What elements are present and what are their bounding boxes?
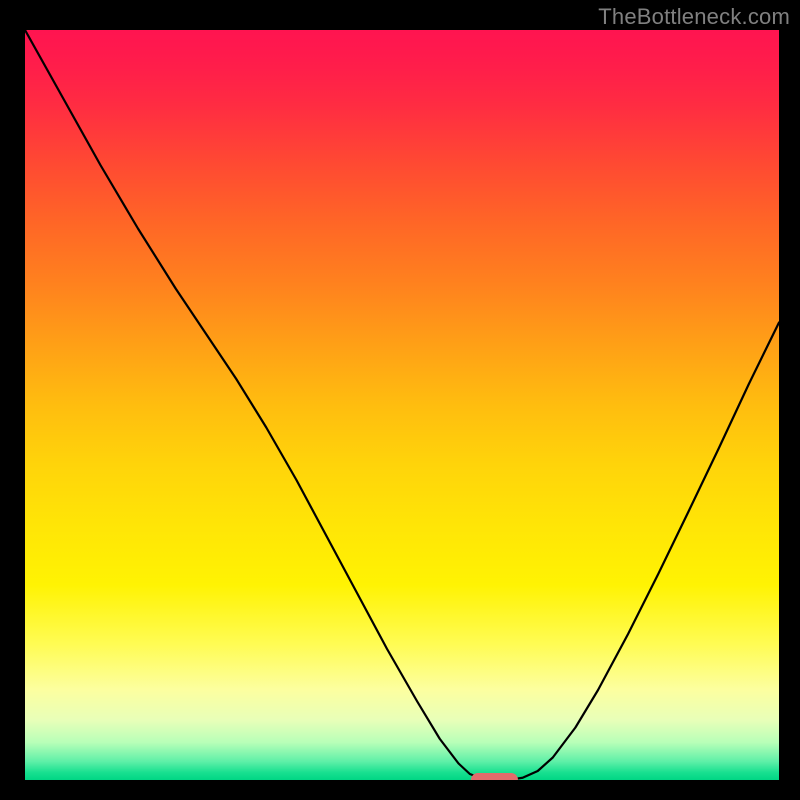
bottleneck-curve bbox=[25, 30, 779, 780]
min-marker bbox=[471, 773, 518, 780]
watermark-text: TheBottleneck.com bbox=[598, 4, 790, 30]
plot-area bbox=[25, 30, 779, 780]
